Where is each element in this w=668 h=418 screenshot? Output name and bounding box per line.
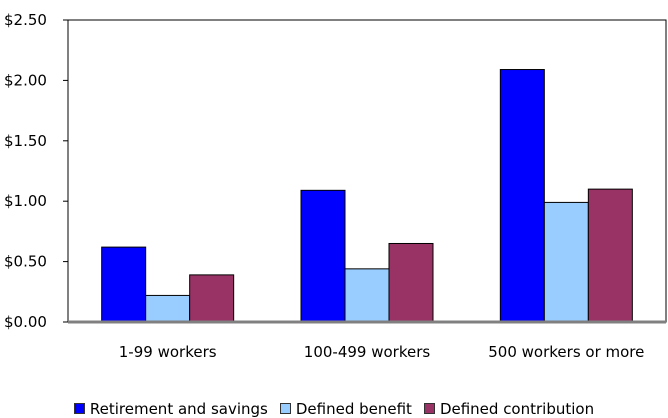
bar [587, 188, 633, 323]
x-tick-label: 100-499 workers [304, 343, 431, 361]
x-tick-label: 500 workers or more [488, 343, 644, 361]
bar [344, 268, 390, 323]
bar [189, 274, 235, 323]
legend: Retirement and savings Defined benefit Def… [0, 399, 668, 418]
x-axis: 1-99 workers 100-499 workers 500 workers o… [119, 343, 645, 361]
legend-label: Defined benefit [295, 399, 412, 418]
y-axis: $0.00 $0.50 $1.00 $1.50 $2.00 $2.50 [4, 11, 68, 331]
legend-swatch [279, 403, 291, 414]
bar [145, 294, 191, 323]
y-tick-label: $2.50 [4, 11, 47, 29]
bar [300, 189, 346, 323]
bars [101, 69, 633, 323]
bar [499, 69, 545, 323]
y-tick-label: $0.00 [4, 313, 47, 331]
legend-label: Defined contribution [439, 399, 595, 418]
legend-item: Defined benefit [279, 399, 412, 418]
bar [388, 242, 434, 323]
y-tick-label: $1.00 [4, 192, 47, 210]
bar [543, 201, 589, 323]
legend-swatch [73, 403, 85, 414]
legend-label: Retirement and savings [89, 399, 268, 418]
legend-item: Retirement and savings [73, 399, 268, 418]
y-tick-label: $2.00 [4, 71, 47, 89]
x-tick-label: 1-99 workers [119, 343, 217, 361]
bar [101, 246, 147, 323]
y-tick-label: $1.50 [4, 132, 47, 150]
legend-item: Defined contribution [423, 399, 595, 418]
y-tick-label: $0.50 [4, 253, 47, 271]
legend-swatch [423, 403, 435, 414]
